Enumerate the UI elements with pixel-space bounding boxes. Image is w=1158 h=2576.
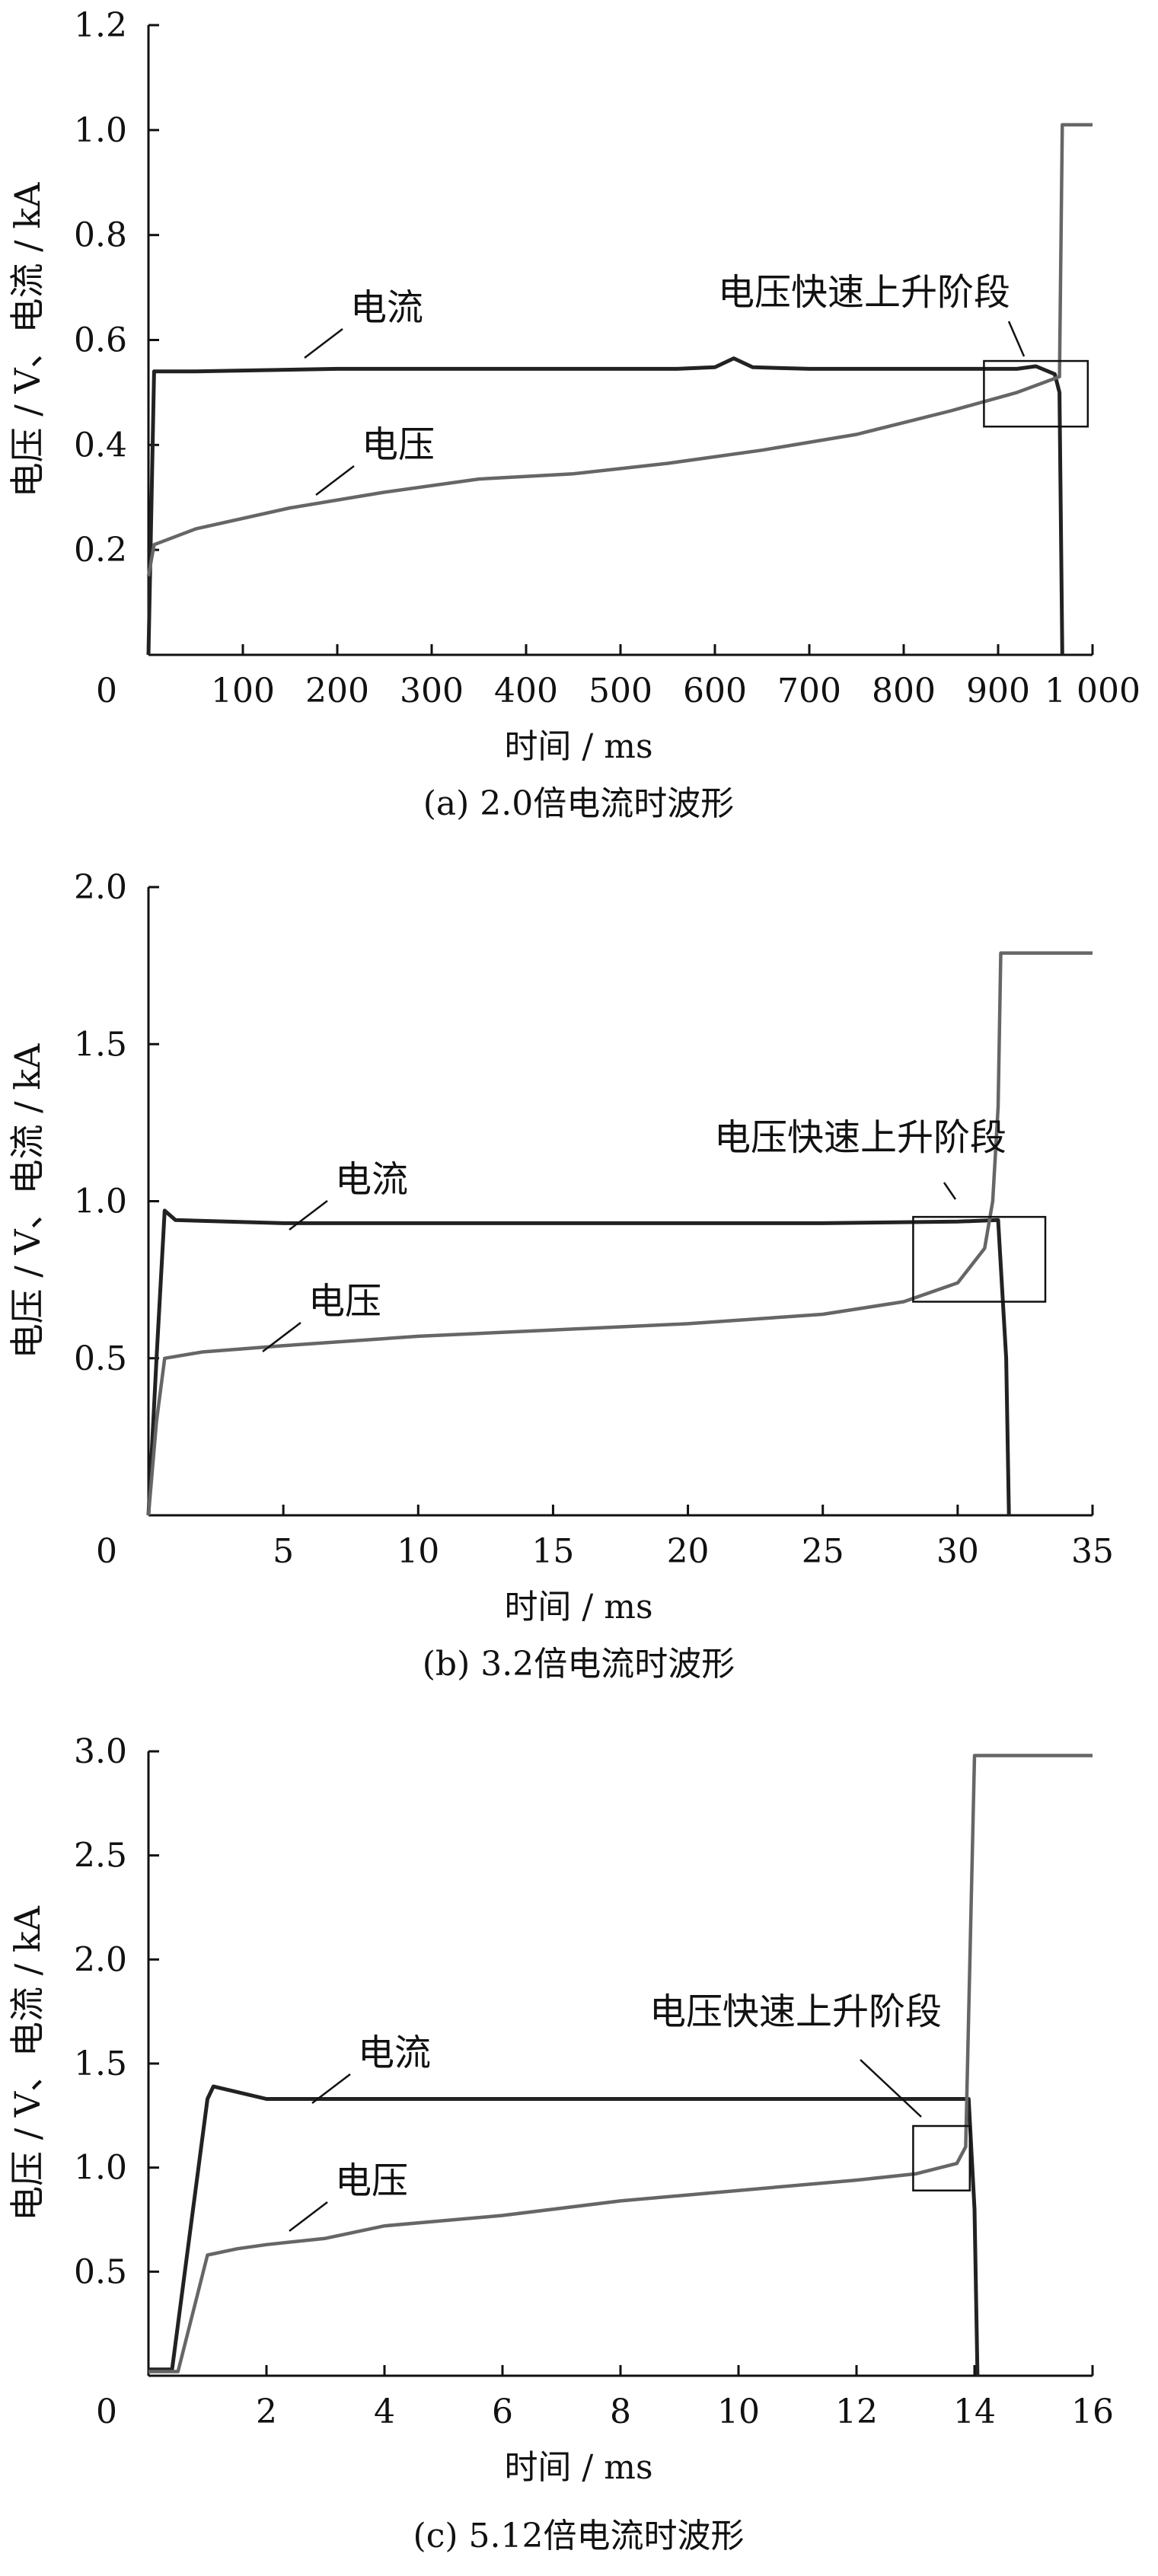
current-series-label: 电流 [350,286,423,329]
x-tick-label: 5 [273,1532,294,1571]
x-tick-label: 14 [953,2392,996,2431]
y-tick-label: 1.5 [74,1025,127,1064]
current-label-leader [311,2073,351,2104]
voltage-series-label: 电压 [335,2159,408,2202]
y-tick-label: 1.5 [74,2045,127,2083]
y-axis-title: 电压 / V、电流 / kA [7,1043,48,1359]
x-tick-label: 8 [610,2392,631,2431]
y-tick-label: 3.0 [74,1732,127,1771]
series-line-current [146,356,1064,656]
y-tick-label: 2.0 [74,868,127,907]
y-axis-title: 电压 / V、电流 / kA [7,1905,48,2221]
voltage-series-label: 电压 [308,1280,381,1323]
annotation-arrow [943,1182,957,1200]
y-tick-label: 2.0 [74,1940,127,1979]
x-tick-label: 800 [872,672,936,710]
x-tick-label: 10 [717,2392,760,2431]
y-tick-label: 1.0 [74,1183,127,1221]
voltage-label-leader [262,1322,301,1352]
panel-a-x-axis-title: 时间 / ms [504,727,652,766]
panel-c-caption: (c) 5.12倍电流时波形 [413,2517,745,2555]
x-tick-label: 500 [589,672,652,710]
x-tick-label: 4 [374,2392,395,2431]
annotation-arrow [860,2059,922,2118]
x-tick-label: 0 [96,2392,117,2431]
x-tick-label: 700 [777,672,841,710]
series-line-voltage [146,123,1093,576]
x-tick-label: 25 [802,1532,844,1571]
x-tick-label: 900 [966,672,1030,710]
rapid-rise-annotation: 电压快速上升阶段 [718,271,1010,314]
y-tick-label: 0.8 [74,216,127,255]
x-tick-label: 0 [96,1532,117,1571]
x-tick-label: 16 [1071,2392,1114,2431]
x-tick-label: 15 [531,1532,574,1571]
rapid-rise-annotation: 电压快速上升阶段 [714,1116,1006,1159]
series-line-voltage [146,951,1093,1516]
x-tick-label: 100 [211,672,275,710]
y-tick-label: 1.0 [74,111,127,150]
rapid-rise-annotation: 电压快速上升阶段 [649,1990,942,2033]
x-tick-label: 30 [936,1532,979,1571]
current-series-label: 电流 [358,2032,431,2074]
voltage-label-leader [289,2201,328,2232]
x-tick-label: 6 [492,2392,513,2431]
y-tick-label: 1.2 [74,6,127,45]
x-tick-label: 300 [400,672,464,710]
panel-b-caption: (b) 3.2倍电流时波形 [423,1645,735,1684]
rapid-rise-highlight-box [983,359,1089,428]
y-tick-label: 0.5 [74,2252,127,2291]
series-line-voltage [148,1754,1093,2373]
series-line-current [146,1208,1011,1516]
y-axis-title: 电压 / V、电流 / kA [7,182,48,498]
x-tick-label: 12 [835,2392,878,2431]
current-label-leader [289,1200,328,1231]
current-label-leader [304,328,343,359]
x-tick-label: 400 [494,672,558,710]
x-tick-label: 35 [1071,1532,1114,1571]
series-line-current [148,2084,980,2376]
panel-b-x-axis-title: 时间 / ms [504,1588,652,1626]
panel-a-caption: (a) 2.0倍电流时波形 [423,784,735,823]
y-tick-label: 0.2 [74,531,127,570]
y-tick-label: 1.0 [74,2149,127,2188]
x-tick-label: 200 [305,672,369,710]
x-tick-label: 10 [397,1532,439,1571]
y-tick-label: 2.5 [74,1837,127,1875]
x-tick-label: 600 [683,672,747,710]
annotation-arrow [1007,321,1026,357]
panel-a-chart: 0 100 200 300 400 500 600 700 800 900 1 000 0.2 0.4 0… [7,6,1140,823]
y-tick-label: 0.6 [74,321,127,360]
y-tick-label: 0.5 [74,1339,127,1378]
voltage-label-leader [315,465,355,496]
voltage-series-label: 电压 [362,423,435,466]
x-tick-label: 2 [256,2392,277,2431]
y-tick-label: 0.4 [74,426,127,464]
rapid-rise-highlight-box [912,1215,1047,1303]
x-tick-label: 0 [96,672,117,710]
panel-c-chart: 0 2 4 6 8 10 12 14 16 0.5 1.0 1.5 2.0 2.5 3.0 电压 / V、电流… [7,1732,1114,2555]
rapid-rise-highlight-box [912,2124,971,2191]
x-tick-label: 20 [667,1532,710,1571]
x-tick-label: 1 000 [1045,672,1140,710]
panel-c-x-axis-title: 时间 / ms [504,2448,652,2487]
current-series-label: 电流 [335,1158,408,1201]
panel-b-chart: 0 5 10 15 20 25 30 35 0.5 1.0 1.5 2.0 电压 / V、电流 / kA… [7,868,1114,1684]
